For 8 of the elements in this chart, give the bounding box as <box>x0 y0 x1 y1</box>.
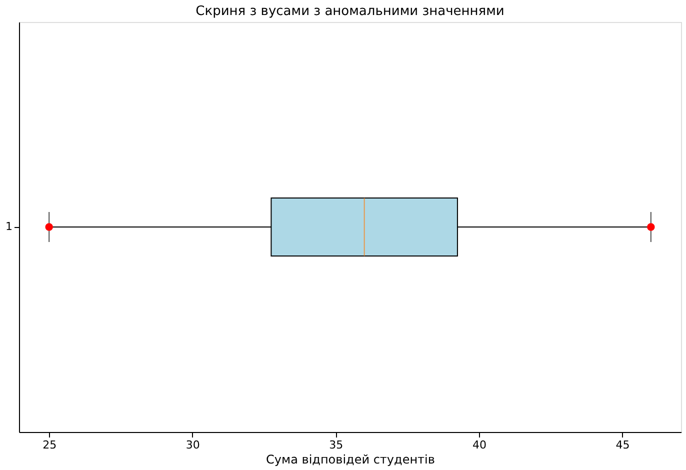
x-tick-label: 45 <box>616 438 630 452</box>
x-axis-title: Сума відповідей студентів <box>266 452 435 466</box>
x-tick-label: 35 <box>329 438 344 452</box>
x-tick-label: 30 <box>186 438 200 452</box>
x-tick-label: 40 <box>472 438 486 452</box>
y-tick-label: 1 <box>6 220 12 233</box>
x-tick-label: 25 <box>42 438 57 452</box>
chart-title: Скриня з вусами з аномальними значеннями <box>196 4 504 19</box>
